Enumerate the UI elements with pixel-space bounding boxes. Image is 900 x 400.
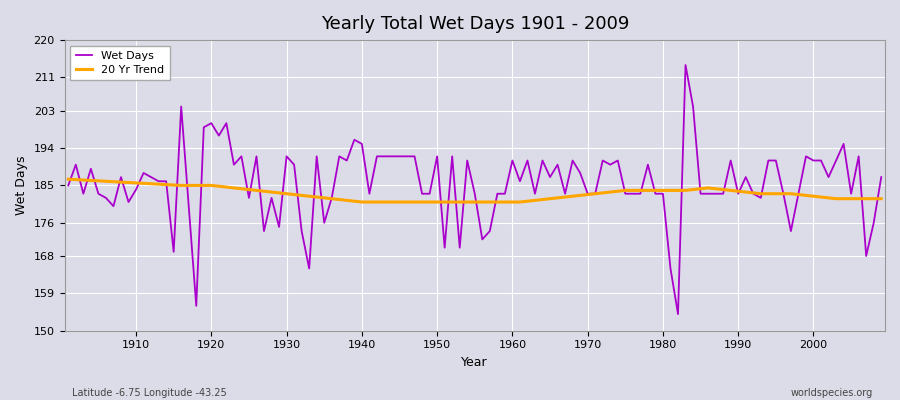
Wet Days — [63, 183, 74, 188]
Title: Yearly Total Wet Days 1901 - 2009: Yearly Total Wet Days 1901 - 2009 — [320, 15, 629, 33]
Wet Days — [680, 63, 691, 68]
Text: Latitude -6.75 Longitude -43.25: Latitude -6.75 Longitude -43.25 — [72, 388, 227, 398]
20 Yr Trend — [289, 192, 300, 197]
Wet Days — [672, 312, 683, 316]
Legend: Wet Days, 20 Yr Trend: Wet Days, 20 Yr Trend — [70, 46, 170, 80]
X-axis label: Year: Year — [462, 356, 488, 369]
Wet Days — [123, 200, 134, 204]
20 Yr Trend — [63, 177, 74, 182]
Wet Days — [876, 175, 886, 180]
20 Yr Trend — [334, 197, 345, 202]
Wet Days — [289, 162, 300, 167]
Wet Days — [507, 158, 517, 163]
20 Yr Trend — [507, 200, 517, 204]
Wet Days — [500, 191, 510, 196]
20 Yr Trend — [515, 200, 526, 204]
20 Yr Trend — [123, 180, 134, 185]
20 Yr Trend — [876, 196, 886, 201]
Line: 20 Yr Trend: 20 Yr Trend — [68, 179, 881, 202]
Wet Days — [598, 158, 608, 163]
Text: worldspecies.org: worldspecies.org — [791, 388, 873, 398]
20 Yr Trend — [356, 200, 367, 204]
20 Yr Trend — [605, 190, 616, 194]
Wet Days — [334, 154, 345, 159]
Line: Wet Days: Wet Days — [68, 65, 881, 314]
Y-axis label: Wet Days: Wet Days — [15, 156, 28, 215]
